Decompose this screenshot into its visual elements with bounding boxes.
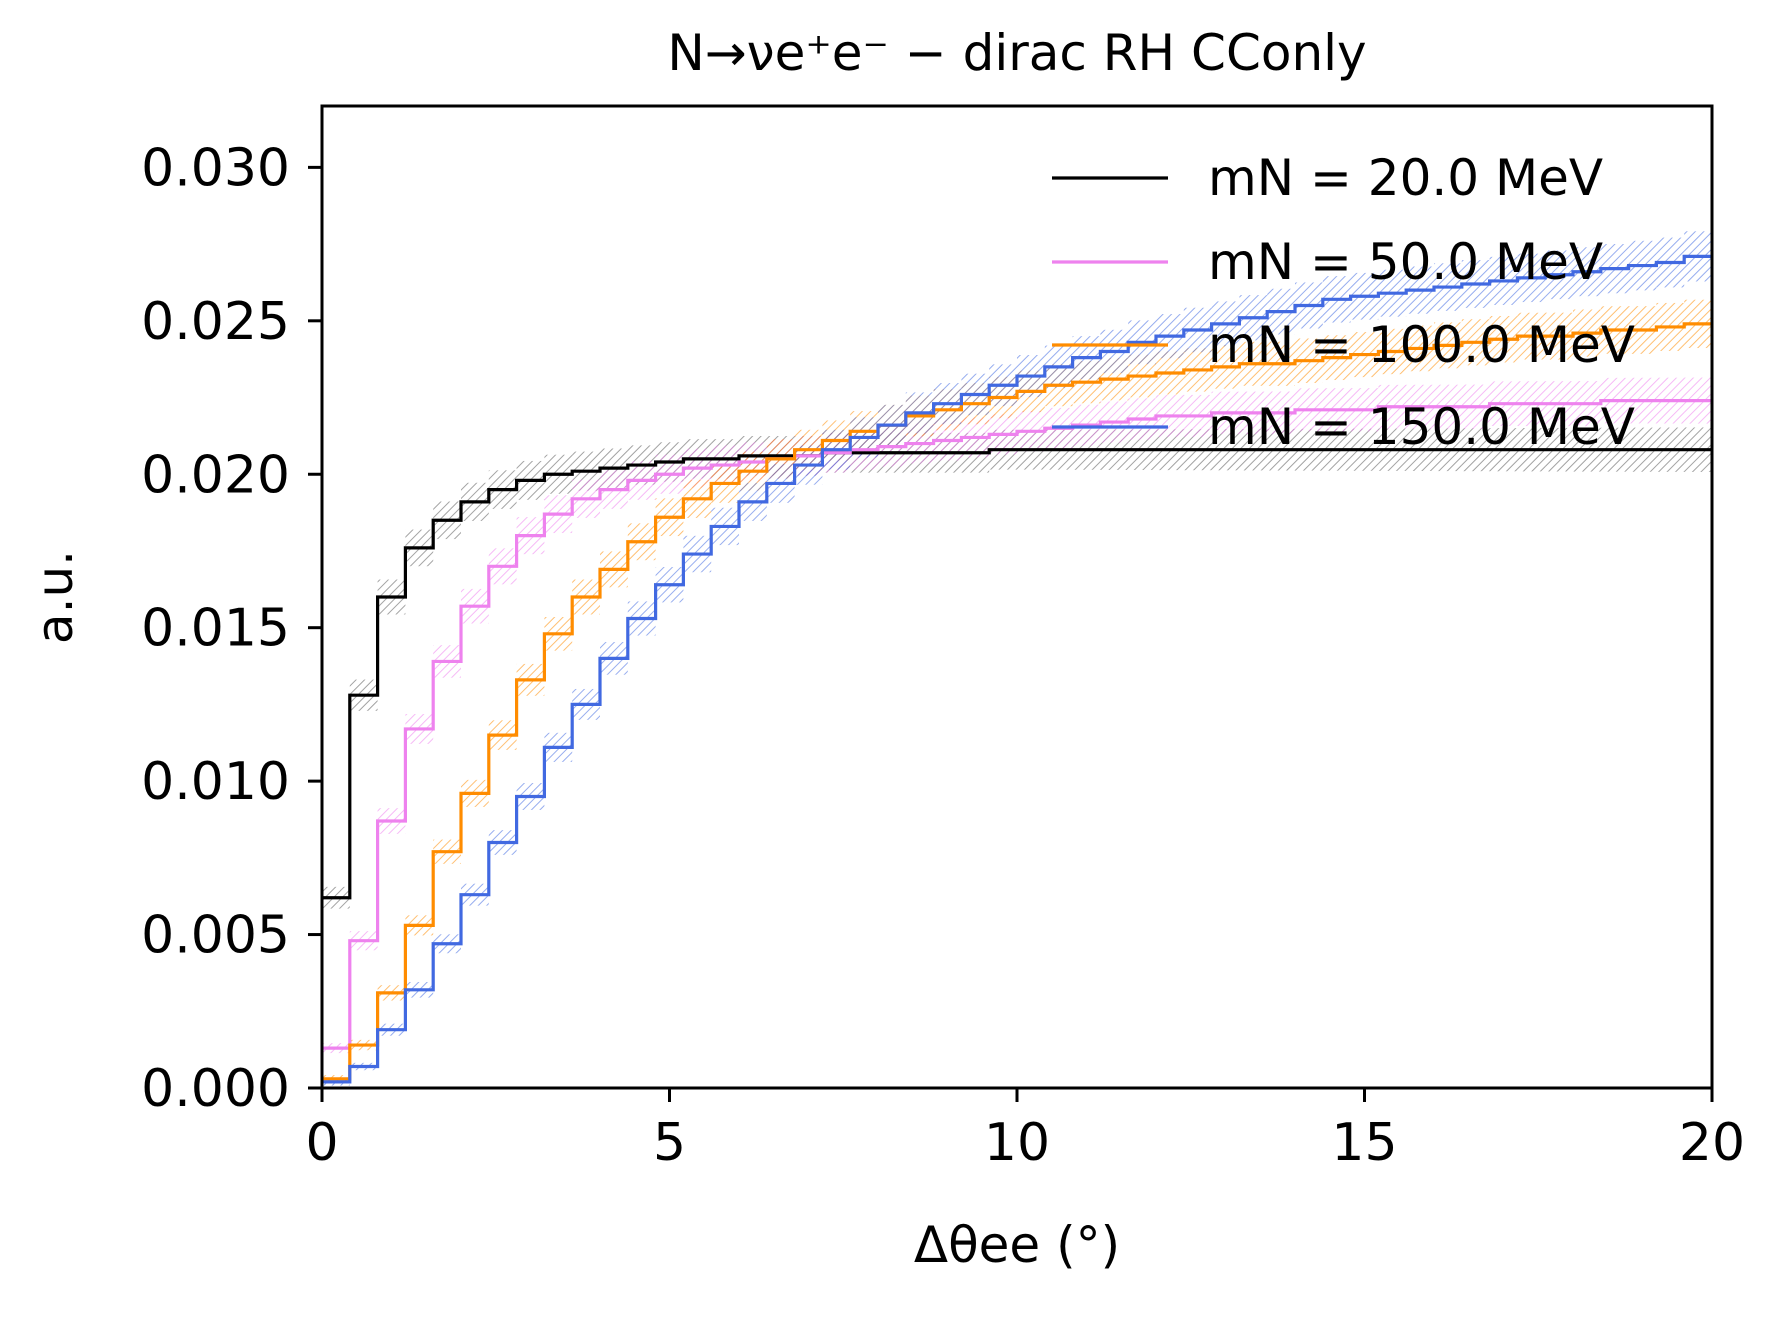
y-tick-label: 0.010 <box>141 752 290 812</box>
legend-entry-20-0: mN = 20.0 MeV <box>1208 149 1603 207</box>
legend: mN = 20.0 MeV mN = 50.0 MeV mN = 100.0 MeV… <box>1052 149 1635 456</box>
chart-title: N→νe⁺e⁻ − dirac RH CConly <box>667 24 1366 82</box>
series-line-100-0 <box>322 322 1712 1081</box>
y-tick-label: 0.025 <box>141 292 290 352</box>
x-axis: 0 5 10 15 20 <box>305 1088 1745 1173</box>
x-tick-label: 0 <box>305 1113 338 1173</box>
series-lines <box>322 254 1712 1084</box>
x-tick-label: 15 <box>1331 1113 1397 1173</box>
legend-entry-50-0: mN = 50.0 MeV <box>1208 233 1603 291</box>
x-tick-label: 5 <box>653 1113 686 1173</box>
y-tick-label: 0.020 <box>141 445 290 505</box>
y-tick-label: 0.015 <box>141 599 290 659</box>
y-tick-label: 0.000 <box>141 1059 290 1119</box>
legend-entry-150-0: mN = 150.0 MeV <box>1208 398 1635 456</box>
x-tick-label: 20 <box>1679 1113 1745 1173</box>
series-line-150-0 <box>322 254 1712 1084</box>
x-axis-label: Δθee (°) <box>914 1216 1120 1274</box>
y-tick-label: 0.030 <box>141 138 290 198</box>
series-line-50-0 <box>322 399 1712 1050</box>
legend-entry-100-0: mN = 100.0 MeV <box>1208 316 1635 374</box>
y-axis-label: a.u. <box>26 550 84 644</box>
x-tick-label: 10 <box>984 1113 1050 1173</box>
y-axis: 0.000 0.005 0.010 0.015 0.020 0.025 0.030 <box>141 138 322 1119</box>
y-tick-label: 0.005 <box>141 906 290 966</box>
